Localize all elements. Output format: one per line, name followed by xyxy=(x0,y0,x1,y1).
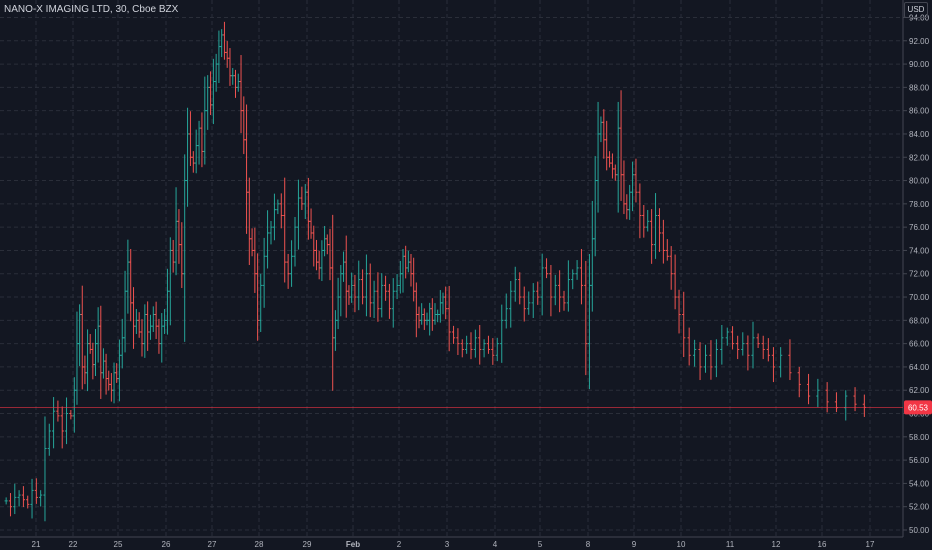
x-tick-label: 17 xyxy=(866,540,875,549)
y-tick-label: 58.00 xyxy=(909,433,930,442)
x-tick-label: 27 xyxy=(208,540,217,549)
x-tick-label: 25 xyxy=(114,540,123,549)
x-tick-label: 26 xyxy=(162,540,171,549)
chart-title: NANO-X IMAGING LTD, 30, Cboe BZX xyxy=(4,4,179,15)
x-tick-label: 9 xyxy=(632,540,637,549)
y-tick-label: 90.00 xyxy=(909,60,930,69)
x-tick-label: 8 xyxy=(586,540,591,549)
y-tick-label: 70.00 xyxy=(909,293,930,302)
y-tick-label: 78.00 xyxy=(909,200,930,209)
y-tick-label: 68.00 xyxy=(909,316,930,325)
y-tick-label: 86.00 xyxy=(909,107,930,116)
x-tick-label: 16 xyxy=(818,540,827,549)
y-tick-label: 56.00 xyxy=(909,456,930,465)
x-tick-label: 10 xyxy=(677,540,686,549)
y-tick-label: 52.00 xyxy=(909,503,930,512)
x-tick-label: 5 xyxy=(538,540,543,549)
x-tick-label: 29 xyxy=(303,540,312,549)
x-tick-label: 11 xyxy=(726,540,735,549)
x-tick-label: 2 xyxy=(397,540,402,549)
y-tick-label: 64.00 xyxy=(909,363,930,372)
y-tick-label: 50.00 xyxy=(909,526,930,535)
x-tick-label: 4 xyxy=(493,540,498,549)
y-tick-label: 76.00 xyxy=(909,223,930,232)
currency-button[interactable]: USD xyxy=(904,2,928,18)
y-tick-label: 66.00 xyxy=(909,340,930,349)
last-price-badge xyxy=(904,400,932,415)
x-tick-label: 3 xyxy=(445,540,450,549)
last-price-label: 60.53 xyxy=(908,403,929,412)
x-tick-label: 21 xyxy=(32,540,41,549)
y-tick-label: 62.00 xyxy=(909,386,930,395)
y-tick-label: 88.00 xyxy=(909,83,930,92)
x-tick-label: 12 xyxy=(772,540,781,549)
y-tick-label: 80.00 xyxy=(909,177,930,186)
x-tick-label: 28 xyxy=(255,540,264,549)
y-tick-label: 72.00 xyxy=(909,270,930,279)
y-tick-label: 82.00 xyxy=(909,153,930,162)
x-tick-label: 22 xyxy=(69,540,78,549)
y-tick-label: 84.00 xyxy=(909,130,930,139)
y-tick-label: 92.00 xyxy=(909,37,930,46)
y-tick-label: 54.00 xyxy=(909,479,930,488)
y-tick-label: 74.00 xyxy=(909,246,930,255)
x-tick-label: Feb xyxy=(346,540,360,549)
